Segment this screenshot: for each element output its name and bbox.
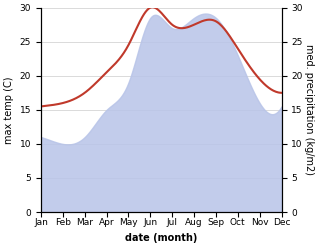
X-axis label: date (month): date (month) [125, 233, 197, 243]
Y-axis label: max temp (C): max temp (C) [4, 76, 14, 144]
Y-axis label: med. precipitation (kg/m2): med. precipitation (kg/m2) [304, 44, 314, 175]
